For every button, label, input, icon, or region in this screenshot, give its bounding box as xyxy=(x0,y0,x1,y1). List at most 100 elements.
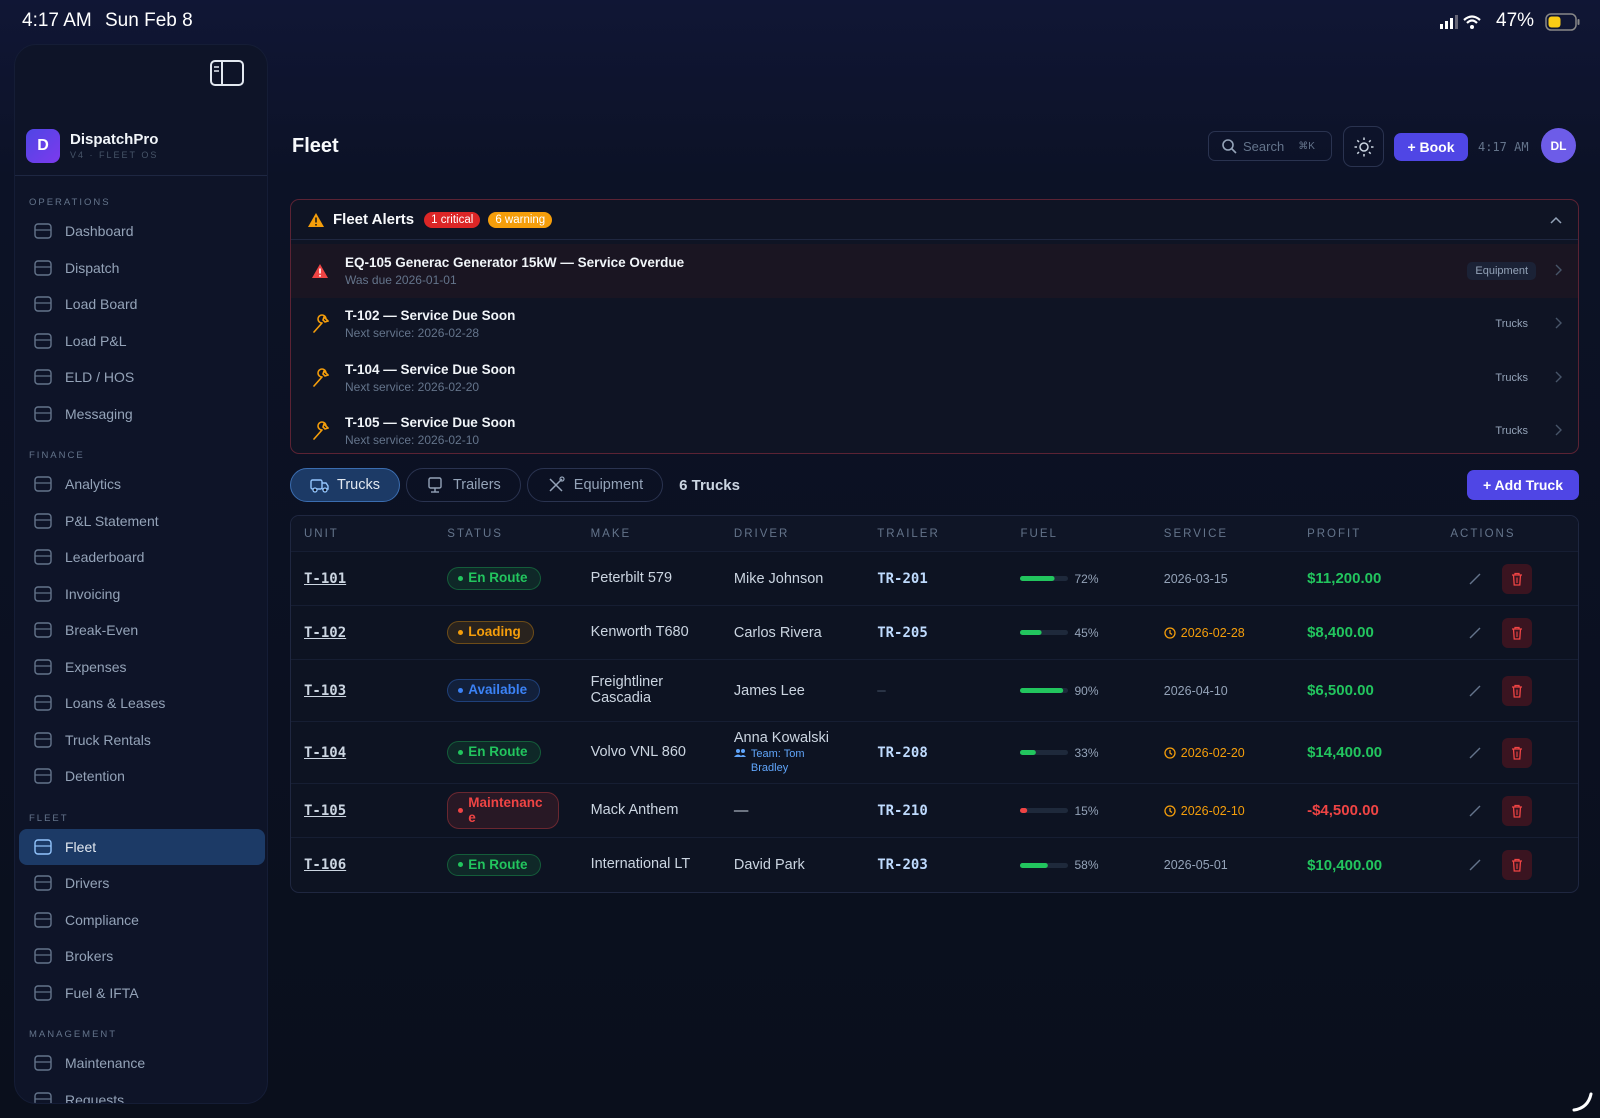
team-text: Team: Tom Bradley xyxy=(750,748,805,774)
alert-tag: Trucks xyxy=(1495,371,1528,384)
status-text: Maintenance xyxy=(468,795,543,825)
status-dot xyxy=(458,629,464,635)
nav-item[interactable]: Analytics xyxy=(19,466,265,503)
make: International LT xyxy=(590,856,691,873)
edit-button[interactable] xyxy=(1460,738,1490,768)
edit-button[interactable] xyxy=(1460,676,1490,706)
nav-item[interactable]: Brokers xyxy=(19,938,265,975)
delete-button[interactable] xyxy=(1502,675,1533,706)
alerts-title: Fleet Alerts xyxy=(333,211,415,228)
fuel-label: 58% xyxy=(1074,858,1099,872)
unit-link[interactable]: T-102 xyxy=(304,624,347,641)
delete-button[interactable] xyxy=(1502,795,1533,826)
nav-item[interactable]: Leaderboard xyxy=(19,539,265,576)
alerts-header[interactable]: Fleet Alerts 1 critical 6 warning xyxy=(291,200,1578,240)
nav-item[interactable]: Invoicing xyxy=(19,576,265,613)
nav-item[interactable]: Loans & Leases xyxy=(19,685,265,722)
brand-name: DispatchPro xyxy=(70,131,159,148)
nav-item[interactable]: Break-Even xyxy=(19,612,265,649)
nav-item[interactable]: Fuel & IFTA xyxy=(19,975,265,1012)
nav-item[interactable]: Detention xyxy=(19,758,265,795)
collapse-icon[interactable] xyxy=(1550,216,1562,224)
tab[interactable]: Trucks xyxy=(290,468,400,502)
nav-item[interactable]: Requests xyxy=(19,1082,265,1103)
service-date: 2026-04-10 xyxy=(1163,683,1228,698)
tab-icon xyxy=(549,476,565,492)
alert-row[interactable]: T-104 — Service Due Soon Next service: 20… xyxy=(291,351,1578,405)
status-date: Sun Feb 8 xyxy=(105,10,193,31)
edit-button[interactable] xyxy=(1460,796,1490,826)
alert-row[interactable]: EQ-105 Generac Generator 15kW — Service … xyxy=(291,244,1578,298)
alert-row[interactable]: T-105 — Service Due Soon Next service: 20… xyxy=(291,405,1578,454)
nav-label: Fuel & IFTA xyxy=(65,984,139,1001)
sidebar-toggle[interactable] xyxy=(209,59,245,87)
nav-item[interactable]: ELD / HOS xyxy=(19,359,265,396)
brand-version: V4 · FLEET OS xyxy=(70,150,159,160)
edit-button[interactable] xyxy=(1460,618,1490,648)
add-truck-button[interactable]: + Add Truck xyxy=(1466,470,1579,500)
tab[interactable]: Trailers xyxy=(405,468,521,502)
table-row: T-104 En Route Volvo VNL 860 Anna Kowalski T… xyxy=(291,722,1578,784)
unit-link[interactable]: T-106 xyxy=(304,857,347,873)
delete-button[interactable] xyxy=(1502,850,1533,880)
delete-button[interactable] xyxy=(1502,737,1533,768)
book-button[interactable]: + Book xyxy=(1394,133,1468,161)
tab-label: Trucks xyxy=(337,477,380,493)
service-date: 2026-03-15 xyxy=(1163,571,1228,586)
driver: Mike Johnson xyxy=(733,570,824,587)
brand-logo: D xyxy=(26,129,60,163)
fuel-gauge xyxy=(1020,688,1069,693)
nav-item[interactable]: Expenses xyxy=(19,649,265,686)
trailer: — xyxy=(877,682,886,699)
status-badge: En Route xyxy=(447,567,541,590)
nav-item[interactable]: Dashboard xyxy=(19,213,265,250)
nav-label: Load Board xyxy=(65,296,138,313)
service: 2026-02-20 xyxy=(1164,746,1307,760)
theme-toggle[interactable] xyxy=(1343,126,1384,167)
nav-item[interactable]: Messaging xyxy=(19,396,265,433)
edit-button[interactable] xyxy=(1460,850,1490,880)
status-dot xyxy=(458,749,464,755)
cell: David Park xyxy=(734,857,877,873)
status-badge: Maintenance xyxy=(447,792,560,829)
nav-item[interactable]: Load P&L xyxy=(19,323,265,360)
table-row: T-103 Available Freightliner Cascadia James… xyxy=(291,660,1578,722)
nav-item[interactable]: Compliance xyxy=(19,902,265,939)
alert-list: EQ-105 Generac Generator 15kW — Service … xyxy=(291,240,1578,454)
alert-row[interactable]: T-102 — Service Due Soon Next service: 20… xyxy=(291,298,1578,352)
nav-item[interactable]: P&L Statement xyxy=(19,503,265,540)
resize-corner xyxy=(1572,1092,1593,1112)
actions xyxy=(1450,617,1578,648)
nav-label: Dashboard xyxy=(65,223,134,240)
unit-link[interactable]: T-101 xyxy=(304,570,347,587)
cell: Carlos Rivera xyxy=(734,625,877,641)
search-box[interactable]: Search ⌘K xyxy=(1208,131,1332,161)
nav-item[interactable]: Fleet xyxy=(19,828,265,865)
fuel-label: 15% xyxy=(1074,803,1099,818)
column-header: MAKE xyxy=(590,527,632,540)
nav-icon xyxy=(34,732,52,748)
nav-label: Leaderboard xyxy=(65,549,145,566)
unit-link[interactable]: T-103 xyxy=(304,682,347,699)
alert-tag: Trucks xyxy=(1495,318,1528,331)
tab-icon xyxy=(310,479,329,493)
tab[interactable]: Equipment xyxy=(526,468,664,502)
nav-item[interactable]: Dispatch xyxy=(19,250,265,287)
unit-link[interactable]: T-105 xyxy=(304,802,347,819)
avatar[interactable]: DL xyxy=(1541,128,1576,163)
section-title: OPERATIONS xyxy=(29,197,111,208)
nav-item[interactable]: Drivers xyxy=(19,865,265,902)
section-gap xyxy=(15,432,267,444)
nav-item[interactable]: Truck Rentals xyxy=(19,722,265,759)
driver: — xyxy=(733,802,749,819)
status-bar: 4:17 AM Sun Feb 8 47% xyxy=(0,0,1600,44)
nav-item[interactable]: Maintenance xyxy=(19,1045,265,1082)
delete-button[interactable] xyxy=(1502,563,1533,594)
unit-link[interactable]: T-104 xyxy=(304,744,347,761)
profit: $6,500.00 xyxy=(1307,682,1374,699)
edit-button[interactable] xyxy=(1460,564,1490,594)
cell: Mike Johnson xyxy=(734,571,877,587)
warning-count: 6 warning xyxy=(488,211,553,228)
nav-item[interactable]: Load Board xyxy=(19,286,265,323)
delete-button[interactable] xyxy=(1502,617,1533,648)
